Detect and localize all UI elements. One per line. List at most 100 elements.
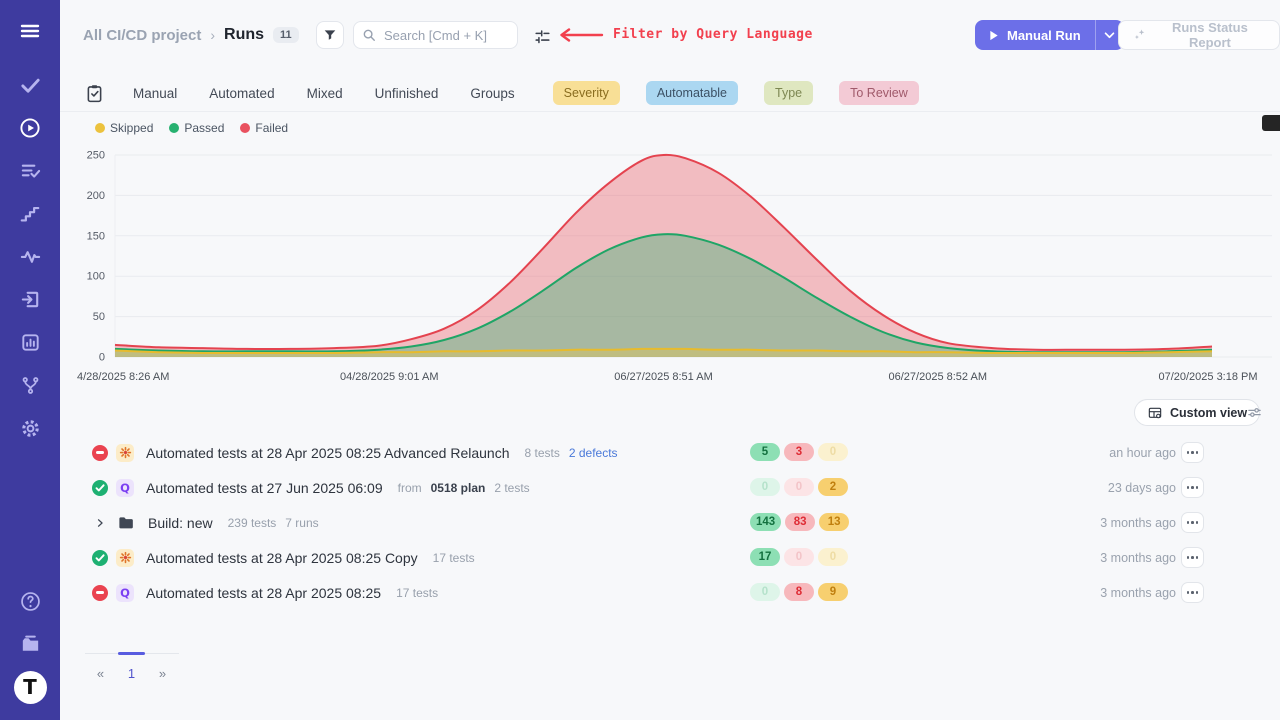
logo-icon: T — [14, 671, 47, 704]
tab-mixed[interactable]: Mixed — [307, 86, 343, 101]
filter-chips: Severity Automatable Type To Review — [553, 81, 919, 105]
play-circle-icon — [18, 116, 42, 140]
sidebar-item-test-plans[interactable] — [0, 149, 60, 192]
tab-automated[interactable]: Automated — [209, 86, 274, 101]
run-meta: 17 tests — [433, 551, 475, 565]
legend-label: Passed — [184, 121, 224, 135]
failed-dot-icon — [240, 123, 250, 133]
chip-automatable[interactable]: Automatable — [646, 81, 738, 105]
annotation-arrow-icon — [558, 28, 604, 42]
sidebar-item-defects[interactable] — [0, 364, 60, 407]
row-menu-button[interactable] — [1181, 477, 1204, 498]
breadcrumb-project[interactable]: All CI/CD project — [83, 27, 201, 44]
run-counts: 530 — [750, 443, 848, 461]
pagination: « 1 » — [85, 653, 179, 692]
runs-area-chart: 0501001502002504/28/2025 8:26 AM04/28/20… — [60, 140, 1280, 388]
minus-bar — [96, 451, 104, 453]
legend-label: Failed — [255, 121, 288, 135]
runs-status-report-button[interactable]: Runs Status Report — [1118, 20, 1280, 50]
row-menu-button[interactable] — [1181, 582, 1204, 603]
dot — [1187, 486, 1190, 489]
pagination-next[interactable]: » — [147, 654, 178, 692]
svg-text:200: 200 — [87, 190, 105, 202]
chevron-right-icon[interactable] — [92, 516, 108, 530]
view-toggle-button[interactable] — [84, 83, 105, 104]
sidebar-logo[interactable]: T — [0, 666, 60, 709]
run-meta-item: from — [398, 481, 422, 495]
dot — [1196, 591, 1199, 594]
pagination-page-1[interactable]: 1 — [116, 654, 147, 692]
sidebar-item-projects[interactable] — [0, 623, 60, 666]
run-timestamp: 3 months ago — [1100, 540, 1176, 575]
svg-text:150: 150 — [87, 230, 105, 242]
sidebar-item-activity[interactable] — [0, 235, 60, 278]
sidebar-item-help[interactable] — [0, 580, 60, 623]
dot — [1191, 451, 1194, 454]
run-meta-item: 8 tests — [524, 446, 559, 460]
chip-to-review[interactable]: To Review — [839, 81, 919, 105]
burst-emoji-icon — [116, 444, 134, 462]
run-counts: 1438313 — [750, 513, 849, 531]
chip-severity[interactable]: Severity — [553, 81, 620, 105]
run-row[interactable]: Build: new239 tests7 runs14383133 months… — [60, 505, 1280, 540]
run-meta-item: 17 tests — [396, 586, 438, 600]
run-meta: from0518 plan2 tests — [398, 481, 530, 495]
sidebar-item-runs-active[interactable] — [0, 106, 60, 149]
tab-manual[interactable]: Manual — [133, 86, 177, 101]
row-menu-button[interactable] — [1181, 442, 1204, 463]
legend-item-passed[interactable]: Passed — [169, 121, 224, 135]
checkmark-icon — [19, 73, 42, 96]
run-title: Automated tests at 28 Apr 2025 08:25 Adv… — [146, 445, 509, 461]
passed-dot-icon — [169, 123, 179, 133]
defects-link[interactable]: 2 defects — [569, 446, 618, 460]
scrollbar-thumb[interactable] — [1262, 115, 1280, 131]
svg-text:250: 250 — [87, 150, 105, 162]
branch-merge-icon — [19, 374, 42, 397]
run-row[interactable]: Automated tests at 28 Apr 2025 08:25 Cop… — [60, 540, 1280, 575]
svg-text:0: 0 — [99, 352, 105, 364]
status-passed-icon — [92, 480, 108, 496]
run-title: Automated tests at 27 Jun 2025 06:09 — [146, 480, 383, 496]
minus-bar — [96, 591, 104, 593]
sidebar-menu-button[interactable] — [0, 9, 60, 53]
sidebar-item-analytics[interactable] — [0, 321, 60, 364]
folder-icon — [116, 513, 136, 532]
run-row[interactable]: QAutomated tests at 28 Apr 2025 08:2517 … — [60, 575, 1280, 610]
run-row-main: Build: new239 tests7 runs — [92, 505, 319, 540]
svg-text:06/27/2025 8:52 AM: 06/27/2025 8:52 AM — [889, 371, 987, 383]
tab-groups[interactable]: Groups — [470, 86, 514, 101]
legend-item-skipped[interactable]: Skipped — [95, 121, 153, 135]
chip-type[interactable]: Type — [764, 81, 813, 105]
passed-count-badge: 5 — [750, 443, 780, 461]
search-input[interactable] — [353, 21, 518, 49]
tab-unfinished[interactable]: Unfinished — [375, 86, 439, 101]
svg-text:4/28/2025 8:26 AM: 4/28/2025 8:26 AM — [77, 371, 169, 383]
custom-view-button[interactable]: Custom view — [1134, 399, 1260, 426]
row-menu-button[interactable] — [1181, 547, 1204, 568]
divider — [60, 111, 1280, 112]
dot — [1187, 556, 1190, 559]
runs-count-badge: 11 — [273, 27, 299, 43]
row-menu-button[interactable] — [1181, 512, 1204, 533]
view-settings-button[interactable] — [1246, 404, 1263, 421]
sidebar-item-settings[interactable] — [0, 407, 60, 450]
sidebar-item-requirements[interactable] — [0, 278, 60, 321]
custom-view-label: Custom view — [1170, 406, 1247, 420]
filter-button[interactable] — [316, 21, 344, 49]
run-counts: 002 — [750, 478, 848, 496]
skipped-count-badge: 2 — [818, 478, 848, 496]
pagination-prev[interactable]: « — [85, 654, 116, 692]
run-row[interactable]: QAutomated tests at 27 Jun 2025 06:09fro… — [60, 470, 1280, 505]
query-filter-button[interactable] — [532, 26, 552, 46]
manual-run-button[interactable]: Manual Run — [975, 20, 1095, 50]
run-row-main: Automated tests at 28 Apr 2025 08:25 Cop… — [92, 540, 475, 575]
run-counts: 1700 — [750, 548, 848, 566]
run-row[interactable]: Automated tests at 28 Apr 2025 08:25 Adv… — [60, 435, 1280, 470]
legend-item-failed[interactable]: Failed — [240, 121, 288, 135]
legend-label: Skipped — [110, 121, 153, 135]
sidebar-item-test-cases[interactable] — [0, 63, 60, 106]
svg-text:100: 100 — [87, 271, 105, 283]
sparkles-icon — [1132, 27, 1147, 43]
sidebar: T — [0, 0, 60, 720]
sidebar-item-milestones[interactable] — [0, 192, 60, 235]
